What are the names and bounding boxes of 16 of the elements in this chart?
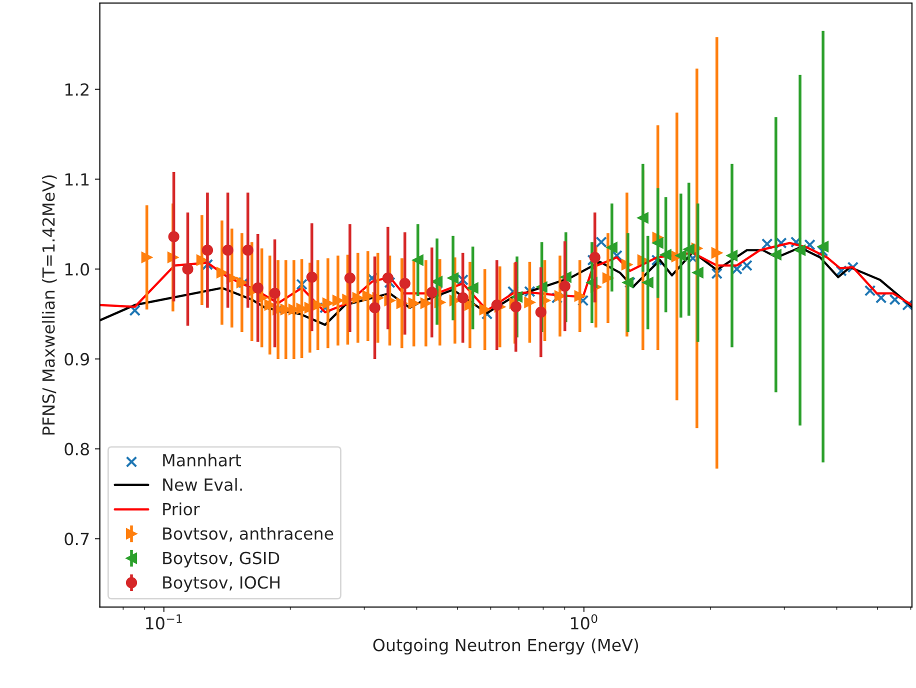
y-tick-label: 1.1 (65, 173, 89, 186)
y-axis-title: PFNS/ Maxwellian (T=1.42MeV) (42, 175, 57, 434)
legend-label: Bovtsov, anthracene (163, 526, 334, 542)
legend-label: Boytsov, IOCH (163, 576, 280, 592)
legend-label: Mannhart (163, 454, 241, 466)
legend-label: Boytsov, GSID (163, 552, 280, 568)
y-tick-label: 0.9 (64, 352, 89, 366)
legend-label: Prior (163, 502, 200, 516)
y-tick-label: 0.8 (64, 442, 89, 456)
x-axis-title: Outgoing Neutron Energy (MeV) (373, 638, 638, 655)
y-tick-label: 1.2 (65, 83, 88, 96)
y-tick-label: 0.7 (64, 532, 89, 546)
y-tick-label: 1.0 (65, 263, 90, 276)
x-tick-label: 10$^{0}$ (571, 614, 598, 630)
legend-label: New Eval. (163, 478, 242, 491)
x-tick-label: 10$^{−1}$ (146, 614, 182, 630)
